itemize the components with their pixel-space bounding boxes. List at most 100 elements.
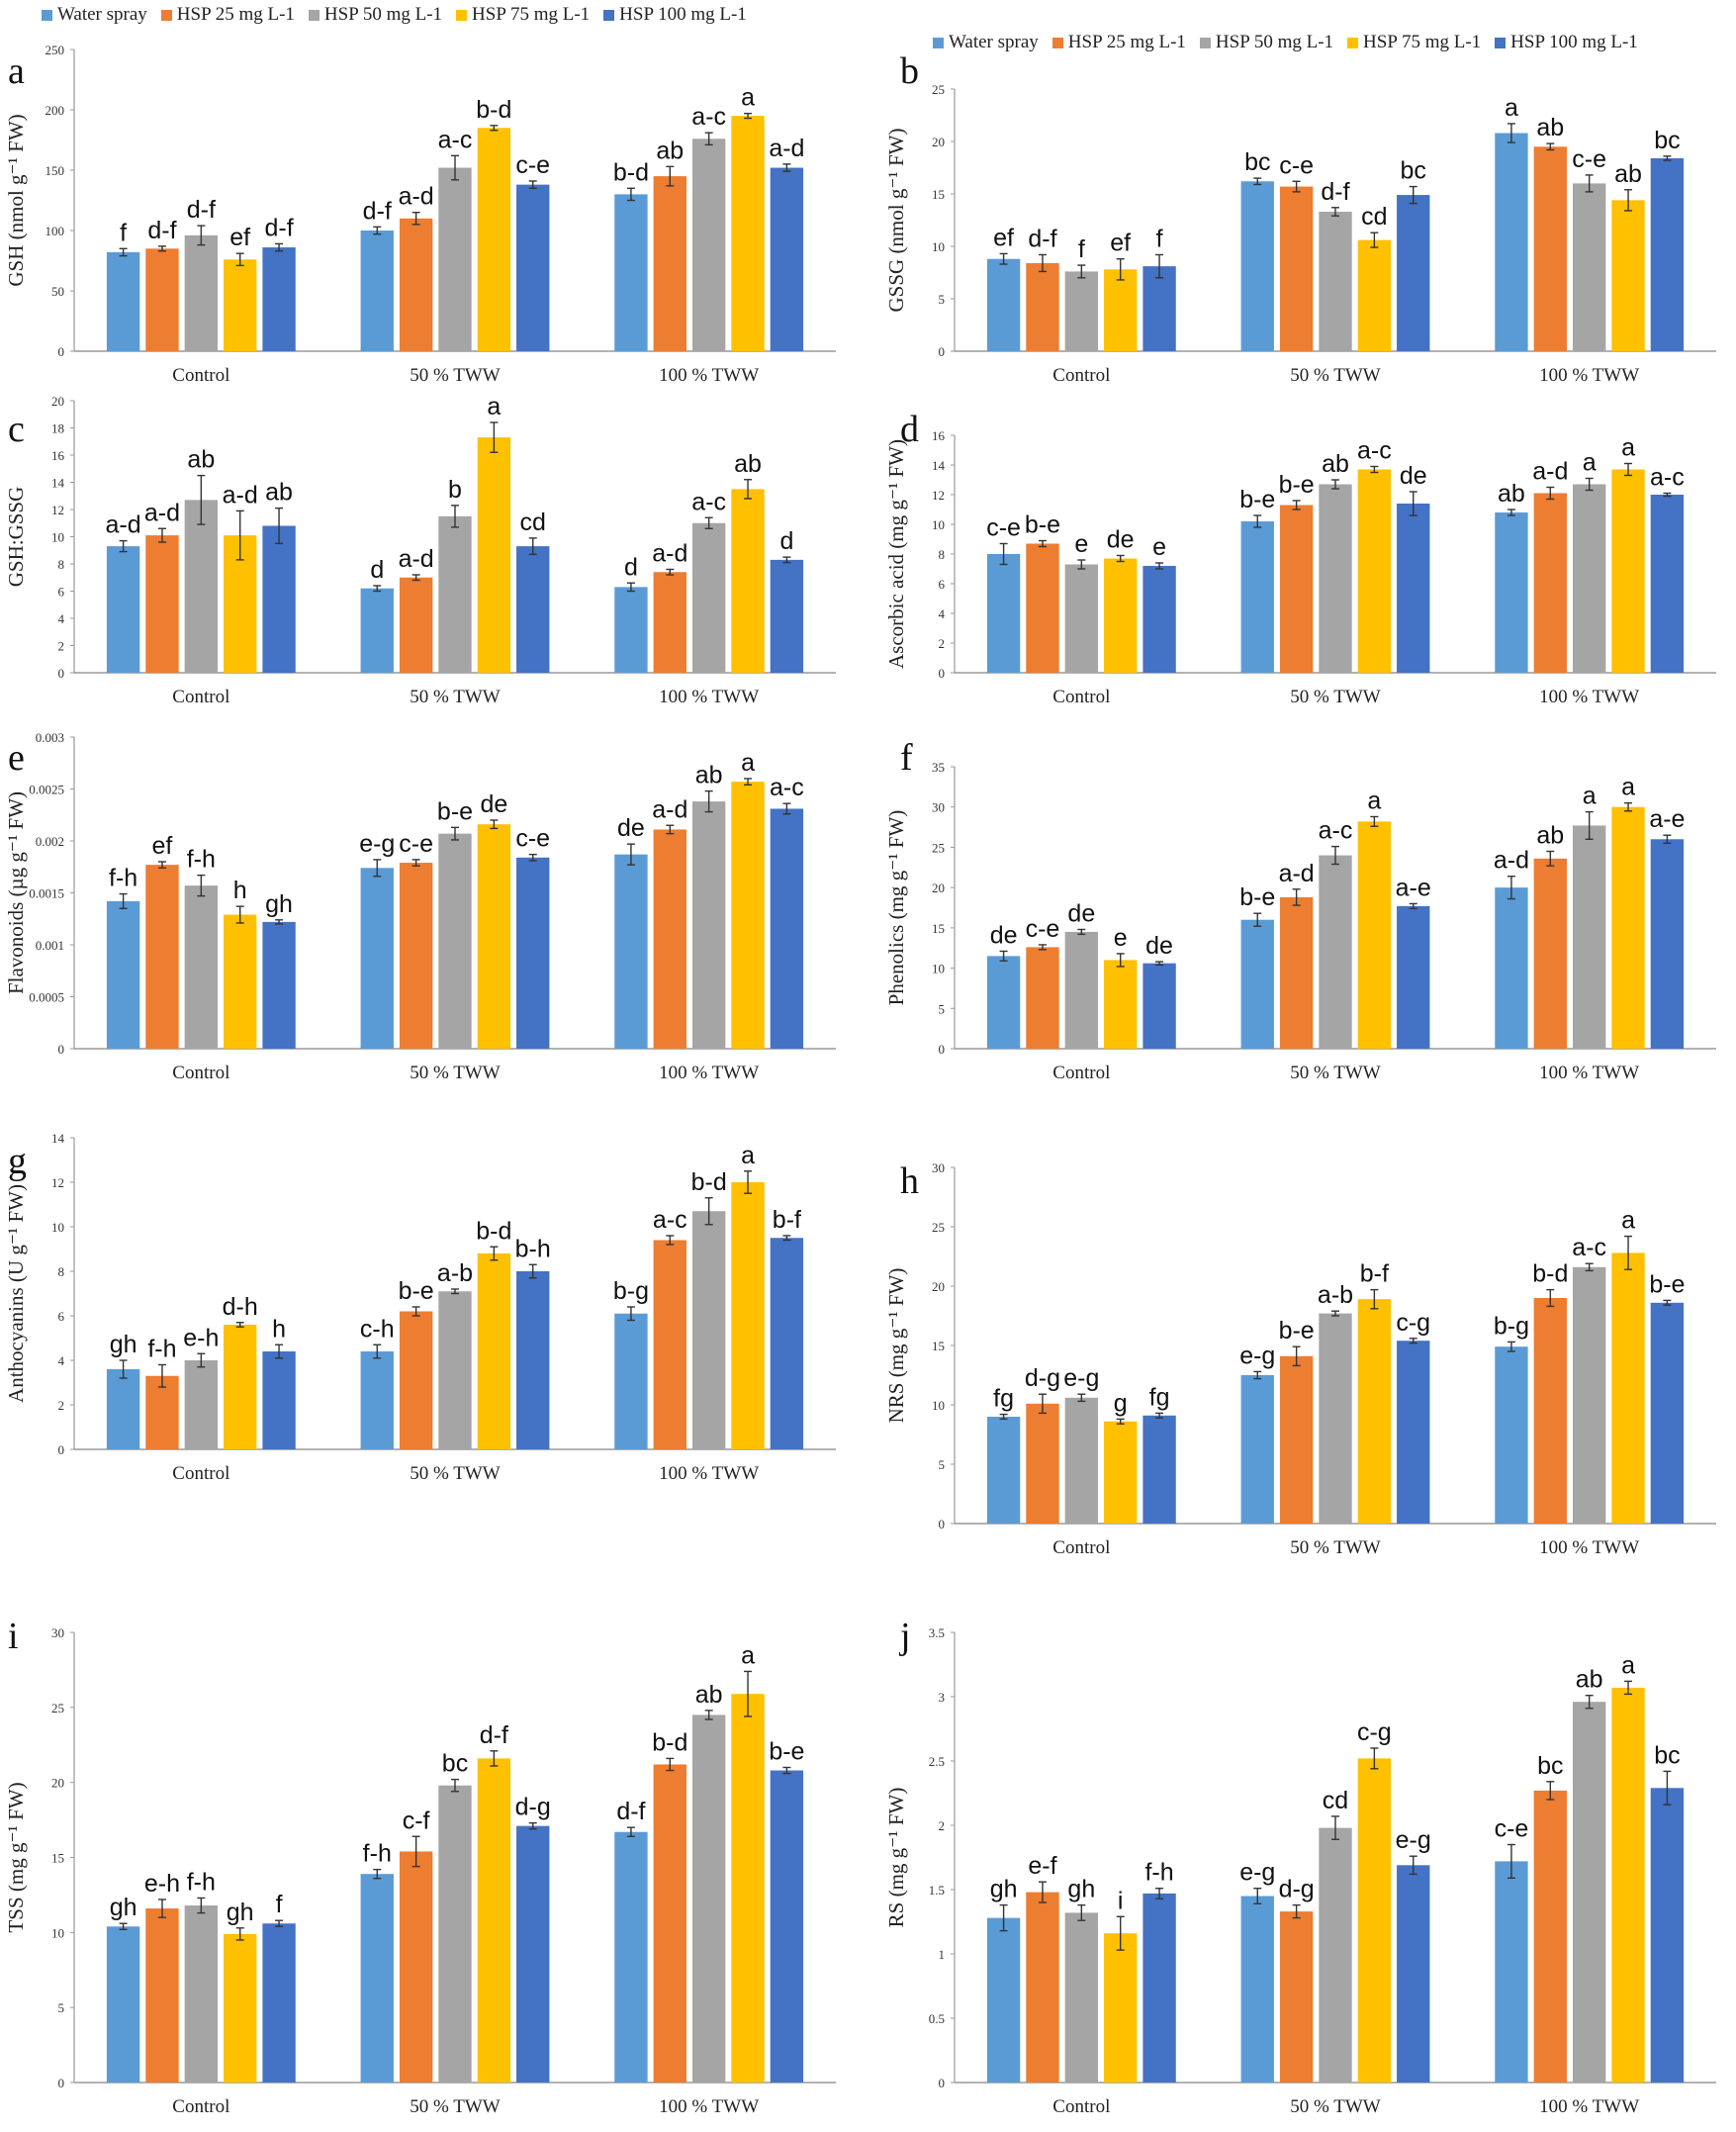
bar bbox=[262, 1351, 296, 1449]
significance-letter: b-d bbox=[652, 1728, 687, 1756]
bar bbox=[614, 1831, 648, 2083]
y-tick-label: 6 bbox=[58, 1309, 65, 1324]
significance-letter: de bbox=[1145, 932, 1173, 960]
category-label: 100 % TWW bbox=[1539, 1063, 1639, 1083]
y-tick-label: 10 bbox=[932, 517, 945, 532]
y-tick-label: 20 bbox=[932, 1279, 945, 1294]
category-label: 50 % TWW bbox=[1290, 2096, 1381, 2117]
legend-label: HSP 25 mg L-1 bbox=[1067, 32, 1186, 52]
significance-letter: c-h bbox=[360, 1315, 395, 1343]
bar bbox=[1611, 1252, 1645, 1524]
bar bbox=[516, 857, 550, 1049]
bar bbox=[986, 1417, 1021, 1524]
bar bbox=[438, 515, 472, 673]
category-label: 50 % TWW bbox=[1290, 687, 1381, 707]
bar bbox=[184, 500, 219, 673]
significance-letter: ab bbox=[1576, 1666, 1603, 1694]
significance-letter: d-f bbox=[147, 217, 176, 244]
significance-letter: bc bbox=[1401, 157, 1426, 185]
significance-letter: de bbox=[1400, 462, 1427, 490]
category-label: 50 % TWW bbox=[1290, 1537, 1381, 1558]
significance-letter: d bbox=[779, 527, 793, 555]
significance-letter: gh bbox=[227, 1899, 254, 1926]
y-tick-label: 100 bbox=[46, 224, 65, 238]
y-tick-label: 10 bbox=[932, 962, 945, 976]
bar bbox=[399, 863, 433, 1049]
bar bbox=[438, 167, 472, 351]
bar bbox=[1357, 1299, 1392, 1524]
significance-letter: de bbox=[617, 814, 645, 842]
bar bbox=[1279, 186, 1314, 351]
bar bbox=[691, 1715, 726, 2083]
significance-letter: f bbox=[1078, 235, 1085, 263]
y-tick-label: 5 bbox=[939, 1001, 946, 1016]
significance-letter: a-d bbox=[144, 499, 180, 526]
bar bbox=[477, 1253, 511, 1449]
bar bbox=[145, 248, 179, 351]
significance-letter: ab bbox=[1614, 160, 1642, 188]
significance-letter: e-f bbox=[1028, 1852, 1056, 1880]
significance-letter: a bbox=[1621, 434, 1635, 462]
y-tick-label: 14 bbox=[51, 1131, 65, 1146]
category-label: 50 % TWW bbox=[410, 2096, 501, 2117]
y-tick-label: 150 bbox=[46, 163, 65, 178]
significance-letter: de bbox=[990, 921, 1018, 949]
legend-label: HSP 75 mg L-1 bbox=[1363, 32, 1482, 52]
significance-letter: a-c bbox=[1572, 1234, 1606, 1261]
significance-letter: b-d bbox=[613, 158, 649, 186]
y-tick-label: 18 bbox=[51, 421, 64, 436]
significance-letter: bc bbox=[1537, 1752, 1563, 1780]
significance-letter: b-f bbox=[773, 1206, 801, 1234]
panel-tag: c bbox=[8, 409, 25, 450]
significance-letter: bc bbox=[442, 1750, 468, 1778]
significance-letter: c-e bbox=[515, 825, 550, 853]
bar bbox=[691, 1211, 726, 1449]
bar bbox=[184, 1905, 219, 2083]
y-axis-title: Anthocyanins (U g⁻¹ FW) bbox=[4, 1184, 28, 1403]
significance-letter: a bbox=[741, 1142, 755, 1169]
legend-swatch bbox=[308, 9, 320, 21]
category-label: 100 % TWW bbox=[1539, 2096, 1639, 2117]
bar bbox=[1357, 821, 1392, 1049]
panel-g: g 0 2 4 6 8 10 12 14 Anthocyanins (U g⁻¹ FW) gh f-h… bbox=[4, 1131, 836, 1484]
significance-letter: b-f bbox=[1360, 1260, 1389, 1288]
y-axis-title: Phenolics (mg g⁻¹ FW) bbox=[884, 810, 908, 1006]
bar bbox=[184, 1360, 219, 1449]
significance-letter: b-e bbox=[1279, 471, 1315, 499]
bar bbox=[224, 1325, 257, 1449]
significance-letter: f-h bbox=[187, 846, 216, 874]
legend-item-hsp100: HSP 100 mg L-1 bbox=[603, 4, 747, 26]
significance-letter: c-e bbox=[1026, 915, 1060, 943]
significance-letter: ab bbox=[734, 450, 762, 478]
y-tick-label: 25 bbox=[932, 840, 945, 855]
y-tick-label: 0 bbox=[58, 1442, 65, 1457]
significance-letter: e-g bbox=[1063, 1364, 1099, 1392]
significance-letter: a-d bbox=[399, 545, 434, 573]
significance-letter: b-g bbox=[613, 1277, 649, 1305]
bar bbox=[731, 1694, 765, 2083]
bar bbox=[1650, 157, 1685, 351]
panel-j: j00.511.522.533.5RS (mg g⁻¹ FW) ghe-fgh if… bbox=[884, 1616, 1716, 2117]
panel-tag: e bbox=[8, 737, 25, 779]
category-label: Control bbox=[1052, 1063, 1110, 1083]
bar bbox=[1357, 239, 1392, 351]
y-tick-label: 8 bbox=[939, 547, 946, 562]
significance-letter: a-c bbox=[770, 774, 804, 801]
bar bbox=[731, 1182, 765, 1449]
bar bbox=[1319, 484, 1352, 673]
y-tick-label: 12 bbox=[932, 488, 945, 503]
bar bbox=[614, 854, 648, 1049]
bar bbox=[1104, 1421, 1138, 1524]
significance-letter: ab bbox=[187, 446, 215, 474]
significance-letter: a-d bbox=[106, 511, 141, 539]
y-tick-label: 14 bbox=[51, 476, 65, 491]
y-axis-title: GSSG (nmol g⁻¹ FW) bbox=[884, 129, 908, 313]
y-tick-label: 12 bbox=[51, 1175, 64, 1190]
bar bbox=[516, 184, 550, 351]
y-tick-label: 250 bbox=[46, 43, 65, 57]
significance-letter: b-e bbox=[437, 797, 473, 825]
bar bbox=[653, 572, 686, 673]
category-label: Control bbox=[1052, 2096, 1110, 2117]
panel-tag: d bbox=[900, 409, 919, 450]
significance-letter: c-e bbox=[515, 151, 550, 179]
